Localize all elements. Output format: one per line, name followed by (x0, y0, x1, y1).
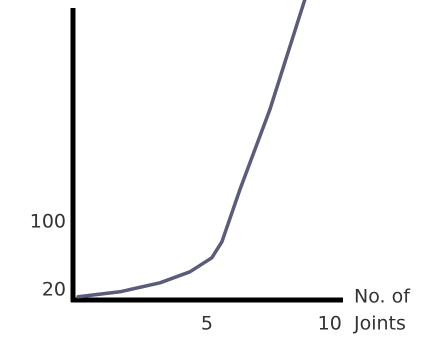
x-axis-label: No. of (354, 286, 411, 308)
y-tick-label: 20 (42, 278, 66, 300)
x-tick-label: 5 (201, 313, 213, 335)
x-axis-label: Joints (353, 313, 406, 335)
y-tick-label: 100 (30, 210, 66, 232)
x-tick-label: 10 (318, 313, 342, 335)
line-series (76, 0, 307, 299)
